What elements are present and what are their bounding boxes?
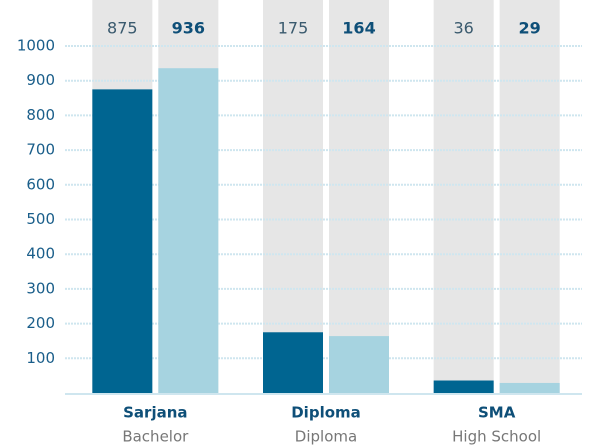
value-label: 29 xyxy=(519,19,541,38)
x-tick-label: Diploma xyxy=(291,404,361,422)
y-tick-label: 100 xyxy=(26,349,55,367)
y-tick-label: 700 xyxy=(26,141,55,159)
bar-background xyxy=(499,0,560,393)
y-tick-label: 600 xyxy=(26,175,55,193)
bar-background xyxy=(329,0,389,393)
x-tick-label: SMA xyxy=(478,404,516,422)
value-label: 36 xyxy=(453,19,473,38)
bar xyxy=(329,336,389,393)
bar-background xyxy=(433,0,494,393)
bar xyxy=(499,382,560,393)
x-tick-sublabel: Bachelor xyxy=(122,428,189,446)
y-tick-label: 800 xyxy=(26,106,55,124)
x-tick-sublabel: High School xyxy=(452,428,541,446)
bar-background xyxy=(263,0,323,393)
bar xyxy=(92,89,153,393)
value-label: 175 xyxy=(278,19,309,38)
y-tick-label: 300 xyxy=(26,279,55,297)
bar xyxy=(158,68,219,393)
x-tick-label: Sarjana xyxy=(123,404,187,422)
y-tick-label: 1000 xyxy=(17,37,55,55)
y-tick-label: 900 xyxy=(26,71,55,89)
value-label: 875 xyxy=(107,19,138,38)
y-tick-label: 500 xyxy=(26,210,55,228)
value-label: 164 xyxy=(342,19,375,38)
y-tick-label: 200 xyxy=(26,314,55,332)
value-label: 936 xyxy=(172,19,205,38)
bar xyxy=(263,332,323,393)
x-tick-sublabel: Diploma xyxy=(295,428,357,446)
bar xyxy=(433,380,494,393)
y-tick-label: 400 xyxy=(26,245,55,263)
